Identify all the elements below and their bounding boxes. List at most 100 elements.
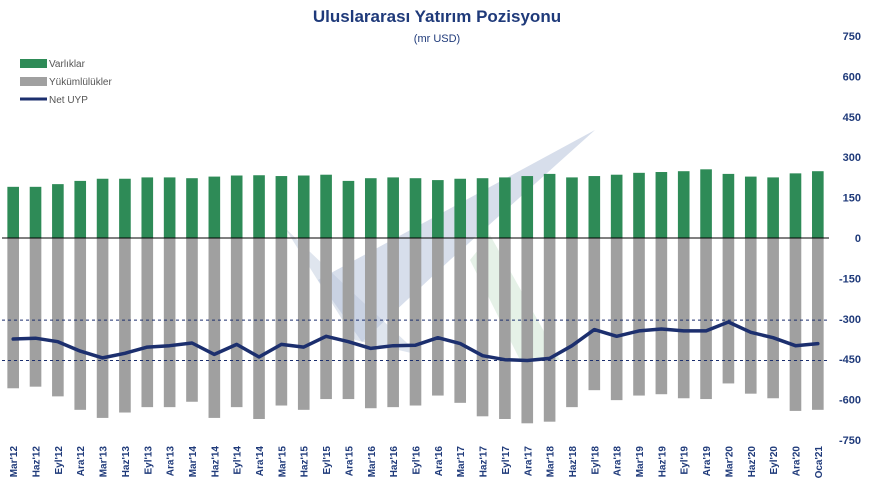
bar-yukumlulukler-1 <box>29 238 42 387</box>
bar-varliklar-8 <box>186 178 198 238</box>
bar-yukumlulukler-27 <box>610 238 623 401</box>
x-tick-label-7: Ara'13 <box>166 446 177 477</box>
x-tick-label-2: Eyl'12 <box>54 446 65 475</box>
bar-varliklar-6 <box>141 177 154 238</box>
bar-varliklar-5 <box>119 178 131 238</box>
bar-yukumlulukler-24 <box>543 238 556 422</box>
x-tick-label-19: Ara'16 <box>434 446 445 477</box>
x-tick-label-20: Mar'17 <box>456 446 467 478</box>
bar-varliklar-26 <box>588 176 601 238</box>
y-tick-label-5: 0 <box>855 233 861 245</box>
bar-varliklar-27 <box>610 174 623 238</box>
chart-title: Uluslararası Yatırım Pozisyonu <box>313 7 561 26</box>
legend-label-net-uyp: Net UYP <box>49 95 88 106</box>
bar-varliklar-28 <box>633 172 645 238</box>
x-tick-label-24: Mar'18 <box>546 446 557 478</box>
x-tick-label-9: Haz'14 <box>210 446 221 478</box>
bar-varliklar-0 <box>7 186 19 238</box>
bar-yukumlulukler-21 <box>476 238 489 417</box>
x-tick-label-15: Ara'15 <box>344 446 355 477</box>
bar-varliklar-2 <box>52 184 64 238</box>
chart-subtitle: (mr USD) <box>414 33 460 45</box>
bar-yukumlulukler-19 <box>432 238 444 396</box>
bar-yukumlulukler-0 <box>7 238 19 389</box>
bar-varliklar-16 <box>364 178 377 238</box>
bar-yukumlulukler-7 <box>163 238 176 408</box>
x-tick-label-0: Mar'12 <box>9 446 20 478</box>
bar-yukumlulukler-11 <box>253 238 265 419</box>
legend-swatch-varliklar <box>20 59 47 68</box>
x-tick-label-3: Ara'12 <box>76 446 87 477</box>
line-layer <box>11 320 820 363</box>
legend: Varlıklar Yükümlülükler Net UYP <box>20 59 112 106</box>
bar-yukumlulukler-3 <box>74 238 87 410</box>
bar-yukumlulukler-14 <box>320 238 332 400</box>
bar-yukumlulukler-31 <box>700 238 712 400</box>
bar-yukumlulukler-15 <box>342 238 355 400</box>
x-tick-label-8: Mar'14 <box>188 446 199 478</box>
bar-varliklar-24 <box>543 173 556 238</box>
bar-varliklar-9 <box>208 176 221 238</box>
bar-varliklar-4 <box>96 178 109 238</box>
x-tick-label-35: Ara'20 <box>791 446 802 477</box>
bar-varliklar-7 <box>163 177 176 238</box>
bar-yukumlulukler-28 <box>633 238 645 396</box>
bar-varliklar-19 <box>432 180 444 238</box>
legend-item-yukumlulukler: Yükümlülükler <box>20 77 112 88</box>
x-tick-label-18: Eyl'16 <box>412 446 423 475</box>
bar-yukumlulukler-6 <box>141 238 154 408</box>
bar-varliklar-35 <box>789 173 802 238</box>
bar-yukumlulukler-25 <box>566 238 578 408</box>
x-tick-label-1: Haz'12 <box>32 446 43 478</box>
x-tick-label-31: Ara'19 <box>702 446 713 477</box>
y-tick-label-9: -600 <box>839 395 861 407</box>
x-tick-label-33: Haz'20 <box>747 446 758 478</box>
bar-yukumlulukler-2 <box>52 238 64 397</box>
bar-varliklar-13 <box>297 175 310 238</box>
x-tick-label-28: Mar'19 <box>635 446 646 478</box>
x-tick-label-34: Eyl'20 <box>769 446 780 475</box>
y-tick-label-10: -750 <box>839 435 861 447</box>
bar-varliklar-20 <box>454 178 467 238</box>
bar-varliklar-23 <box>521 176 534 238</box>
bar-varliklar-36 <box>812 171 824 238</box>
x-tick-label-36: Oca'21 <box>814 446 825 479</box>
bar-varliklar-3 <box>74 180 87 238</box>
legend-label-varliklar: Varlıklar <box>49 59 86 70</box>
bar-varliklar-17 <box>387 177 399 238</box>
x-tick-label-4: Mar'13 <box>99 446 110 478</box>
bar-yukumlulukler-17 <box>387 238 399 408</box>
x-tick-label-30: Eyl'19 <box>680 446 691 475</box>
x-tick-label-21: Haz'17 <box>479 446 490 478</box>
bar-yukumlulukler-22 <box>499 238 511 419</box>
bar-varliklar-14 <box>320 174 332 238</box>
bar-yukumlulukler-9 <box>208 238 221 418</box>
bar-varliklar-11 <box>253 175 265 238</box>
legend-item-varliklar: Varlıklar <box>20 59 86 70</box>
bar-varliklar-22 <box>499 177 511 238</box>
bar-yukumlulukler-36 <box>812 238 824 410</box>
x-tick-label-32: Mar'20 <box>724 446 735 478</box>
bar-yukumlulukler-18 <box>409 238 422 406</box>
bar-varliklar-10 <box>230 175 243 238</box>
bar-varliklar-25 <box>566 177 578 238</box>
bar-yukumlulukler-23 <box>521 238 534 424</box>
y-tick-label-6: -150 <box>839 273 861 285</box>
y-tick-label-7: -300 <box>839 314 861 326</box>
y-axis: 750 600 450 300 150 0 -150 -300 -450 -600 -750 <box>839 31 861 447</box>
x-axis: Mar'12 Haz'12 Eyl'12 Ara'12 Mar'13 Haz'13 Eyl'… <box>9 446 825 479</box>
x-tick-label-27: Ara'18 <box>613 446 624 477</box>
x-tick-label-6: Eyl'13 <box>143 446 154 475</box>
x-tick-label-13: Haz'15 <box>300 446 311 478</box>
y-tick-label-1: 600 <box>843 71 861 83</box>
x-tick-label-11: Ara'14 <box>255 446 266 477</box>
bar-yukumlulukler-35 <box>789 238 802 411</box>
y-tick-label-3: 300 <box>843 152 861 164</box>
bar-varliklar-32 <box>722 173 735 238</box>
x-tick-label-16: Mar'16 <box>367 446 378 478</box>
bar-yukumlulukler-30 <box>677 238 690 399</box>
x-tick-label-25: Haz'18 <box>568 446 579 478</box>
x-tick-label-12: Mar'15 <box>277 446 288 478</box>
bar-varliklar-12 <box>275 176 288 238</box>
x-tick-label-29: Haz'19 <box>657 446 668 478</box>
